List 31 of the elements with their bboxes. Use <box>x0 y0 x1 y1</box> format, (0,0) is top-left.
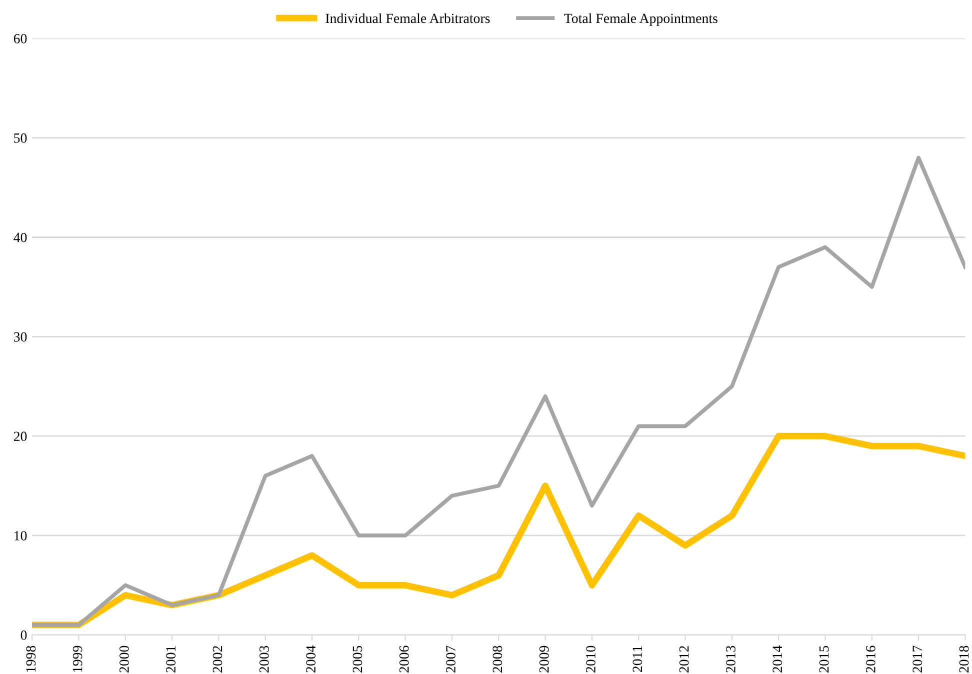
x-tick-label: 2018 <box>959 646 969 672</box>
x-tick-label: 2010 <box>586 646 596 672</box>
x-tick-label: 2002 <box>212 646 222 672</box>
x-tick-label: 2006 <box>399 646 409 672</box>
x-tick-label: 1998 <box>26 646 36 672</box>
x-tick-label: 2003 <box>259 646 269 672</box>
x-tick-label: 2008 <box>492 646 502 672</box>
x-tick-label: 2013 <box>726 646 736 672</box>
y-tick-label: 60 <box>14 34 27 44</box>
x-tick-label: 2012 <box>679 646 689 672</box>
x-tick-label: 1999 <box>72 646 82 672</box>
legend-label: Total Female Appointments <box>564 13 718 26</box>
x-tick-label: 2001 <box>166 646 176 672</box>
legend-label: Individual Female Arbitrators <box>326 13 490 24</box>
x-tick-label: 2005 <box>352 646 362 672</box>
y-tick-label: 20 <box>14 432 27 442</box>
y-tick-label: 40 <box>14 232 27 242</box>
x-tick-label: 2009 <box>539 646 549 672</box>
line-series <box>32 156 966 627</box>
x-tick-label: 2014 <box>772 646 782 672</box>
x-tick-label: 2017 <box>912 646 922 672</box>
y-tick-label: 10 <box>14 531 27 540</box>
x-tick-label: 2004 <box>306 646 316 672</box>
x-tick-label: 2007 <box>446 646 456 672</box>
y-tick-label: 0 <box>20 630 27 640</box>
x-tick-label: 2015 <box>819 646 829 672</box>
x-tick-label: 2011 <box>632 646 642 672</box>
y-tick-label: 50 <box>14 133 27 143</box>
x-tick-label: 2016 <box>866 646 876 672</box>
y-tick-label: 30 <box>14 332 27 342</box>
x-tick-label: 2000 <box>119 646 129 672</box>
